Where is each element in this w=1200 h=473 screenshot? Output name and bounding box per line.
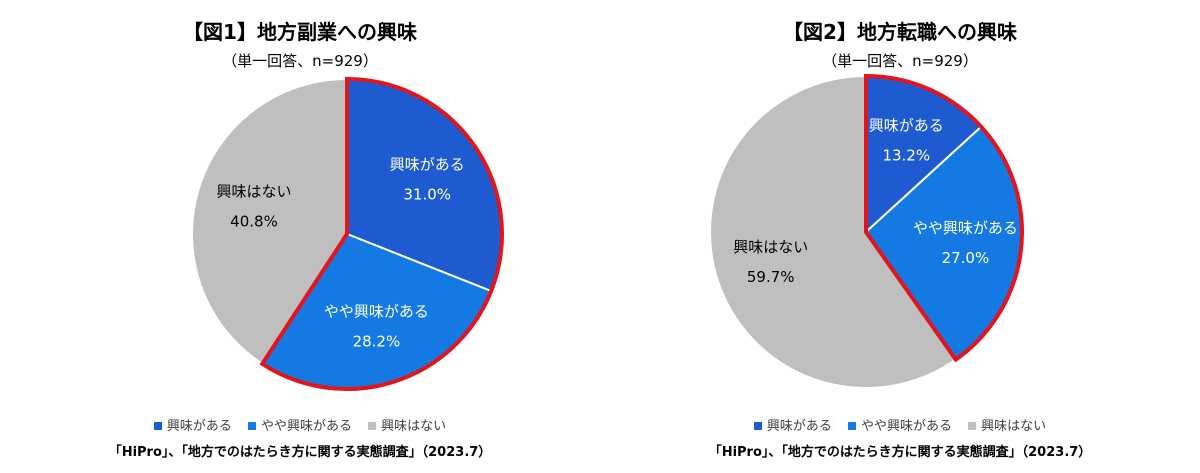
legend-swatch [847,421,856,430]
legend-item-some-interest: やや興味がある [247,415,352,434]
legend-label: 興味がある [166,419,232,434]
chart-title: 【図1】地方副業への興味 [183,20,417,44]
legend-swatch [247,421,256,430]
pie-chart: 興味がある 13.2% やや興味がある 27.0% 興味はない 59.7% [709,73,1024,389]
legend-swatch [753,421,762,430]
slice-value-label: 28.2% [353,332,401,350]
legend-item-interest: 興味がある [753,415,832,434]
source-note: 「HiPro」、「地方でのはたらき方に関する実態調査」（2023.7） [708,445,1092,460]
legend-label: 興味はない [981,419,1047,434]
chart-local-side-job: 【図1】地方副業への興味 （単一回答、n=929） 興味がある 31.0% やや興味… [0,20,600,460]
slice-value-label: 31.0% [403,186,451,204]
legend-item-no-interest: 興味はない [968,415,1046,434]
legend-label: 興味がある [766,419,832,434]
slice-category-label: やや興味がある [913,219,1018,237]
chart-local-job-change: 【図2】地方転職への興味 （単一回答、n=929） 興味がある 13.2% やや興味… [600,0,1200,473]
legend-swatch [368,421,377,430]
chart-subtitle: （単一回答、n=929） [222,52,378,70]
slice-category-label: 興味がある [390,156,465,174]
legend-item-interest: 興味がある [153,415,232,434]
slice-category-label: 興味はない [216,182,291,200]
slice-value-label: 13.2% [882,147,930,165]
pie-chart: 興味がある 31.0% やや興味がある 28.2% 興味はない 40.8% [191,76,504,391]
legend-swatch [153,421,162,430]
chart-title: 【図2】地方転職への興味 [783,20,1017,44]
legend-item-some-interest: やや興味がある [847,415,952,434]
legend-label: 興味はない [381,419,447,434]
legend-label: やや興味がある [260,419,352,434]
legend: 興味がある やや興味がある 興味はない [0,415,600,434]
chart-subtitle: （単一回答、n=929） [822,52,978,70]
pie-slice-3 [709,74,958,389]
source-note: 「HiPro」、「地方でのはたらき方に関する実態調査」（2023.7） [108,445,492,460]
legend-swatch [968,421,977,430]
slice-category-label: 興味はない [733,238,808,256]
slice-category-label: やや興味がある [324,302,429,320]
slice-value-label: 59.7% [747,268,795,286]
interest-highlight-outline [259,76,504,391]
legend-item-no-interest: 興味はない [368,415,446,434]
slice-category-label: 興味がある [869,117,944,135]
slice-value-label: 27.0% [942,249,990,267]
slice-value-label: 40.8% [230,212,278,230]
legend-label: やや興味がある [860,419,952,434]
interest-highlight-outline [864,73,1024,363]
legend: 興味がある やや興味がある 興味はない [600,415,1200,434]
